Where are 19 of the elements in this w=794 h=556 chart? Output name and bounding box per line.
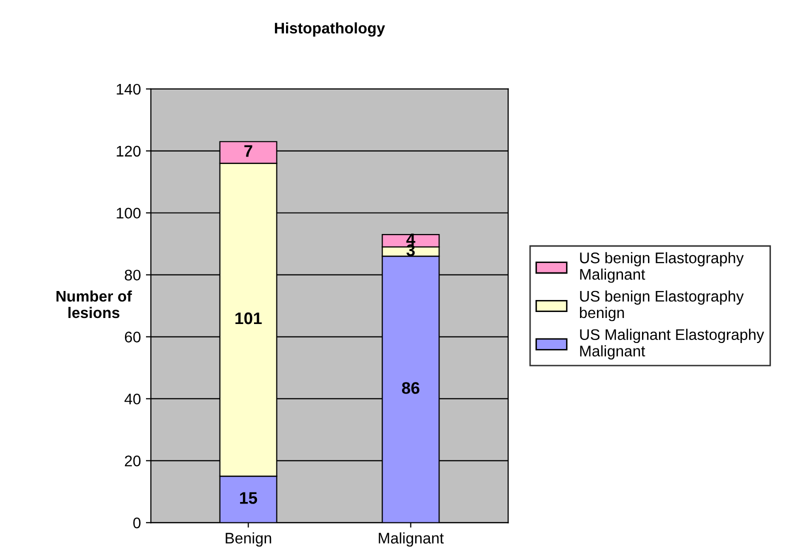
y-tick-label: 120	[116, 146, 141, 157]
legend-label: US benign Elastography Malignant	[580, 252, 744, 283]
x-tick-label: Malignant	[378, 532, 444, 547]
y-tick-label: 140	[116, 84, 141, 95]
y-axis-title: Number of lesions	[56, 290, 132, 318]
y-tick-label: 80	[124, 270, 141, 281]
y-tick-label: 0	[133, 518, 141, 528]
data-label: 101	[235, 312, 262, 324]
y-tick-label: 40	[124, 394, 141, 404]
y-tick-label: 20	[124, 456, 141, 466]
data-label: 7	[244, 145, 252, 157]
data-label: 15	[240, 492, 258, 504]
y-tick-label: 100	[116, 208, 141, 219]
data-label: 86	[402, 382, 420, 394]
x-tick-label: Benign	[226, 532, 272, 547]
chart-title: Histopathology	[274, 22, 386, 37]
legend-label: US benign Elastography benign	[580, 290, 744, 322]
legend-label: US Malignant Elastography Malignant	[580, 328, 764, 360]
y-tick-label: 60	[124, 332, 141, 342]
